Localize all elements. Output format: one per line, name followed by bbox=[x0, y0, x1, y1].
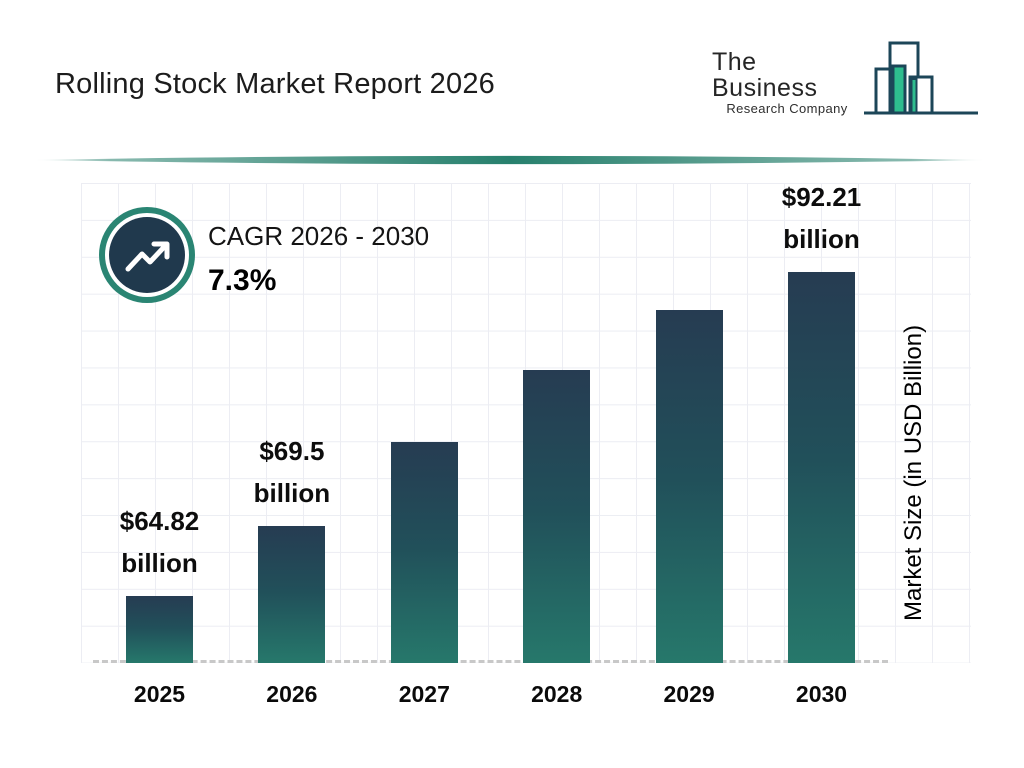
logo-company-name: The Business bbox=[712, 47, 818, 102]
bar-2029 bbox=[655, 310, 723, 663]
x-tick-2027: 2027 bbox=[398, 681, 450, 707]
x-tick-2025: 2025 bbox=[133, 681, 186, 707]
trending-up-icon bbox=[109, 217, 185, 293]
cagr-badge bbox=[99, 207, 195, 303]
bar-2028 bbox=[523, 370, 591, 663]
bar-2025 bbox=[126, 596, 193, 663]
bar-2026 bbox=[258, 526, 326, 663]
bar-value-label-2026: $69.5 billion bbox=[253, 436, 331, 508]
bar-value-label-2030: $92.21 billion bbox=[781, 182, 862, 254]
y-axis-label: Market Size (in USD Billion) bbox=[900, 324, 927, 622]
company-logo: The Business Research Company bbox=[712, 38, 980, 122]
x-tick-2029: 2029 bbox=[663, 681, 715, 707]
bar-chart-logo-icon bbox=[862, 37, 980, 122]
x-tick-2026: 2026 bbox=[266, 681, 318, 707]
x-tick-2030: 2030 bbox=[795, 681, 848, 707]
bar-2030 bbox=[788, 272, 855, 663]
divider-line bbox=[34, 155, 986, 165]
bar-value-label-2025: $64.82 billion bbox=[119, 506, 200, 578]
cagr-value: 7.3% bbox=[208, 264, 277, 297]
cagr-period-label: CAGR 2026 - 2030 bbox=[208, 221, 430, 251]
x-tick-2028: 2028 bbox=[531, 681, 583, 707]
bar-2027 bbox=[390, 442, 458, 663]
company-logo-text: The Business Research Company bbox=[712, 47, 862, 116]
page-title: Rolling Stock Market Report 2026 bbox=[55, 68, 495, 100]
chart-baseline bbox=[93, 660, 888, 663]
logo-company-subtitle: Research Company bbox=[726, 101, 848, 116]
